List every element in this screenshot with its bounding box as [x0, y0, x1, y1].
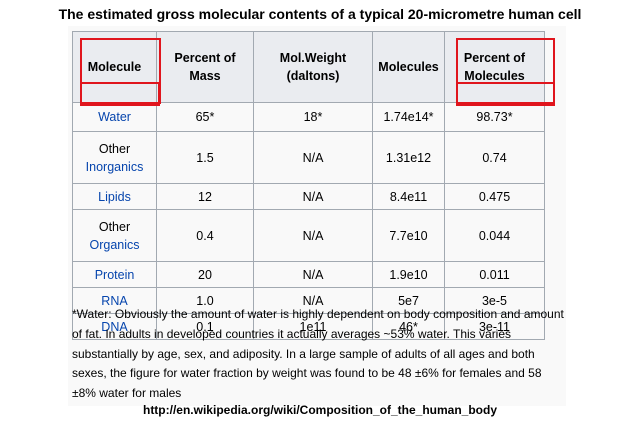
- molecule-link-lipids[interactable]: Lipids: [98, 189, 131, 204]
- molecule-link-dna[interactable]: DNA: [101, 319, 128, 334]
- table-row: Water 65* 18* 1.74e14* 98.73*: [72, 102, 545, 132]
- table-row: Other Inorganics 1.5 N/A 1.31e12 0.74: [72, 131, 545, 184]
- percent-mass-cell: 20: [156, 261, 254, 288]
- molecules-cell: 1.31e12: [372, 131, 445, 184]
- percent-mass-cell: 65*: [156, 102, 254, 132]
- percent-molecules-cell: 0.044: [444, 209, 545, 262]
- molecule-cell[interactable]: Lipids: [72, 183, 157, 210]
- table-row: Protein 20 N/A 1.9e10 0.011: [72, 261, 545, 288]
- molecule-cell[interactable]: Protein: [72, 261, 157, 288]
- molecule-cell[interactable]: Water: [72, 102, 157, 132]
- molecule-cell[interactable]: Other Organics: [72, 209, 157, 262]
- header-percent-mass: Percent of Mass: [156, 31, 254, 103]
- molecule-link-inorganics[interactable]: Inorganics: [85, 159, 144, 174]
- molecules-cell: 1.9e10: [372, 261, 445, 288]
- table-header-row: Molecule Percent of Mass Mol.Weight (dalto…: [72, 31, 545, 103]
- percent-mass-cell: 0.4: [156, 209, 254, 262]
- percent-molecules-cell: 3e-11: [444, 313, 545, 340]
- mol-weight-cell: N/A: [253, 261, 373, 288]
- mol-weight-cell: N/A: [253, 131, 373, 184]
- percent-molecules-cell: 0.475: [444, 183, 545, 210]
- table-row: Lipids 12 N/A 8.4e11 0.475: [72, 183, 545, 210]
- molecules-cell: 7.7e10: [372, 209, 445, 262]
- percent-molecules-cell: 0.011: [444, 261, 545, 288]
- percent-molecules-cell: 98.73*: [444, 102, 545, 132]
- page-title: The estimated gross molecular contents o…: [58, 6, 582, 22]
- molecules-cell: 46*: [372, 313, 445, 340]
- percent-mass-cell: 1.5: [156, 131, 254, 184]
- header-molecule: Molecule: [72, 31, 157, 103]
- molecules-cell: 5e7: [372, 287, 445, 314]
- mol-weight-cell: 1e11: [253, 313, 373, 340]
- table-row: RNA 1.0 N/A 5e7 3e-5: [72, 287, 545, 314]
- table-row: Other Organics 0.4 N/A 7.7e10 0.044: [72, 209, 545, 262]
- percent-mass-cell: 0.1: [156, 313, 254, 340]
- molecule-cell[interactable]: DNA: [72, 313, 157, 340]
- molecule-link-rna[interactable]: RNA: [101, 293, 128, 308]
- molecule-cell[interactable]: Other Inorganics: [72, 131, 157, 184]
- mol-weight-cell: N/A: [253, 183, 373, 210]
- percent-mass-cell: 12: [156, 183, 254, 210]
- molecules-cell: 8.4e11: [372, 183, 445, 210]
- molecule-link-organics[interactable]: Organics: [89, 237, 140, 252]
- header-mol-weight: Mol.Weight (daltons): [253, 31, 373, 103]
- table-row: DNA 0.1 1e11 46* 3e-11: [72, 313, 545, 340]
- molecule-link-water[interactable]: Water: [98, 110, 131, 124]
- percent-molecules-cell: 0.74: [444, 131, 545, 184]
- highlight-percent-molecules-header: [456, 38, 555, 104]
- header-percent-molecules: Percent of Molecules: [444, 31, 545, 103]
- mol-weight-cell: N/A: [253, 287, 373, 314]
- mol-weight-cell: 18*: [253, 102, 373, 132]
- highlight-molecule-header: [80, 38, 161, 104]
- molecule-link-protein[interactable]: Protein: [94, 267, 135, 282]
- highlight-water-row: [80, 82, 160, 106]
- mol-weight-cell: N/A: [253, 209, 373, 262]
- molecule-cell[interactable]: RNA: [72, 287, 157, 314]
- water-footnote: *Water: Obviously the amount of water is…: [72, 307, 564, 401]
- percent-molecules-cell: 3e-5: [444, 287, 545, 314]
- highlight-water-percent: [456, 82, 555, 106]
- molecules-cell: 1.74e14*: [372, 102, 445, 132]
- source-url: http://en.wikipedia.org/wiki/Composition…: [142, 403, 498, 417]
- percent-mass-cell: 1.0: [156, 287, 254, 314]
- header-molecules: Molecules: [372, 31, 445, 103]
